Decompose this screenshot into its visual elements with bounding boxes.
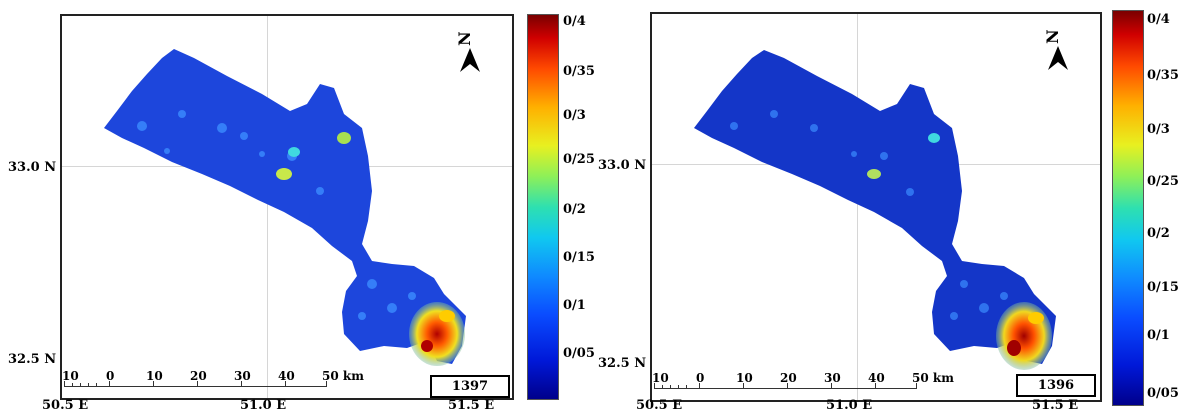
year-label-box: 1397 [430, 375, 510, 398]
map-speckles [137, 110, 416, 320]
grid-line [267, 16, 268, 398]
scale-label: 10 [146, 369, 163, 383]
lon-label: 50.5 E [42, 398, 89, 413]
lon-label: 51.0 E [240, 398, 287, 413]
scale-label: 50 km [322, 369, 364, 383]
lat-label: 32.5 N [598, 356, 647, 371]
lat-label: 32.5 N [8, 352, 57, 367]
map-speckles [730, 110, 1008, 320]
colorbar-label: 0/35 [1147, 68, 1179, 83]
colorbar-label: 0/35 [563, 64, 595, 79]
scale-label: 10 [652, 371, 669, 385]
lat-label: 33.0 N [8, 160, 57, 175]
colorbar-label: 0/1 [1147, 328, 1170, 343]
colorbar-label: 0/1 [563, 298, 586, 313]
scale-label: 40 [278, 369, 295, 383]
scale-label: 30 [824, 371, 841, 385]
study-area-map [694, 50, 1056, 370]
scale-label: 10 [736, 371, 753, 385]
map-hotspots [276, 132, 465, 366]
colorbar-label: 0/25 [563, 152, 595, 167]
north-arrow: N [454, 30, 486, 74]
study-area-map [104, 49, 466, 366]
study-area-shape [104, 49, 466, 364]
colorbar-label: 0/15 [1147, 280, 1179, 295]
map-frame: N 10 0 10 20 30 40 50 km [650, 12, 1102, 402]
map-panel-1396: N 10 0 10 20 30 40 50 km 1396 33.0 N [592, 0, 1184, 413]
map-panel-1397: N 10 0 10 20 30 40 50 km 1397 33.0 N [0, 0, 595, 413]
scale-bar: 10 0 10 20 30 40 50 km [62, 369, 372, 394]
lon-label: 51.5 E [1032, 398, 1079, 413]
lon-label: 50.5 E [636, 398, 683, 413]
colorbar-label: 0/2 [563, 202, 586, 217]
grid-line [857, 14, 858, 400]
scale-label: 30 [234, 369, 251, 383]
scale-label: 10 [62, 369, 79, 383]
scale-label: 0 [106, 369, 115, 383]
colorbar-label: 0/3 [1147, 122, 1170, 137]
north-label: N [455, 31, 474, 46]
colorbar-label: 0/3 [563, 108, 586, 123]
scale-bar: 10 0 10 20 30 40 50 km [652, 371, 962, 396]
north-label: N [1043, 29, 1062, 44]
colorbar [1112, 10, 1144, 406]
colorbar-label: 0/15 [563, 250, 595, 265]
colorbar-label: 0/4 [563, 14, 586, 29]
lon-label: 51.5 E [448, 398, 495, 413]
colorbar-label: 0/4 [1147, 12, 1170, 27]
lat-label: 33.0 N [598, 158, 647, 173]
colorbar-label: 0/05 [1147, 386, 1179, 401]
lon-label: 51.0 E [826, 398, 873, 413]
scale-label: 20 [780, 371, 797, 385]
colorbar [527, 14, 559, 400]
scale-label: 0 [696, 371, 705, 385]
colorbar-label: 0/05 [563, 346, 595, 361]
year-label-box: 1396 [1016, 374, 1096, 397]
scale-label: 50 km [912, 371, 954, 385]
scale-label: 20 [190, 369, 207, 383]
scale-label: 40 [868, 371, 885, 385]
map-frame: N 10 0 10 20 30 40 50 km [60, 14, 514, 400]
north-arrow: N [1042, 28, 1074, 72]
colorbar-label: 0/25 [1147, 174, 1179, 189]
map-hotspots [867, 133, 1052, 370]
colorbar-label: 0/2 [1147, 226, 1170, 241]
